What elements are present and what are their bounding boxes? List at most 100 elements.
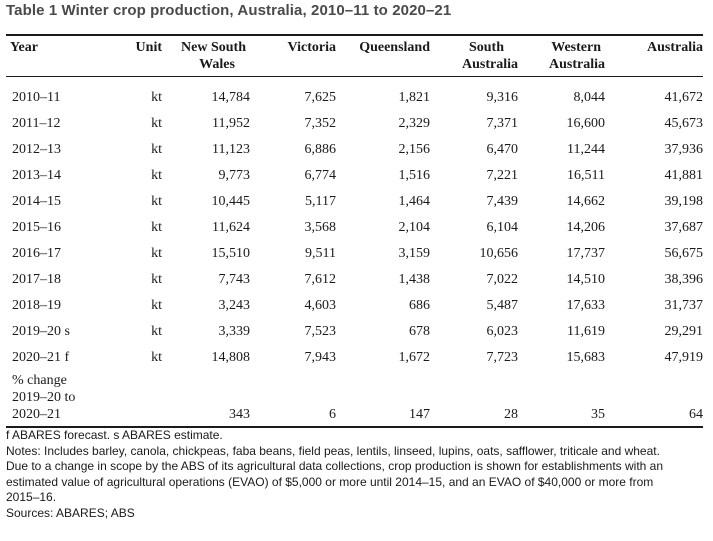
header-sa-line1: South (468, 40, 504, 55)
cell-wa: 15,683 (566, 350, 606, 365)
cell-sa: 7,723 (486, 350, 519, 365)
cell-aus: 39,198 (664, 194, 704, 209)
pct-wa: 35 (591, 407, 605, 422)
header-nsw-line1: New South (181, 40, 246, 55)
table-row: 2020–21 f kt 14,808 7,943 1,672 7,723 15,683 47… (6, 345, 703, 371)
cell-unit: kt (151, 90, 162, 105)
cell-aus: 41,881 (664, 168, 704, 183)
table-row: 2014–15 kt 10,445 5,117 1,464 7,439 14,662 39,1… (6, 189, 703, 215)
cell-year: 2011–12 (12, 116, 61, 131)
table-body: 2010–11 kt 14,784 7,625 1,821 9,316 8,044 41,67… (6, 77, 703, 424)
header-wa-line1: Western (551, 40, 601, 55)
cell-unit: kt (151, 142, 162, 157)
cell-qld: 2,104 (398, 220, 431, 235)
cell-vic: 7,625 (304, 90, 337, 105)
cell-nsw: 9,773 (218, 168, 251, 183)
cell-nsw: 3,243 (218, 298, 251, 313)
header-year: Year (10, 40, 38, 55)
table-row: 2011–12 kt 11,952 7,352 2,329 7,371 16,600 45,6… (6, 111, 703, 137)
pct-label-line2: 2019–20 to (12, 390, 76, 405)
table-title: Table 1 Winter crop production, Australi… (6, 2, 452, 19)
pct-aus: 64 (689, 407, 703, 422)
cell-aus: 47,919 (664, 350, 704, 365)
cell-wa: 14,206 (566, 220, 606, 235)
header-vic: Victoria (287, 40, 336, 55)
header-row: Year Unit New South Wales Victoria Queen… (6, 37, 703, 77)
pct-sa: 28 (504, 407, 518, 422)
note-scope-line1: Due to a change in scope by the ABS of i… (6, 459, 664, 474)
cell-wa: 16,511 (567, 168, 605, 183)
cell-sa: 10,656 (479, 246, 519, 261)
cell-qld: 1,821 (398, 90, 431, 105)
cell-unit: kt (151, 116, 162, 131)
pct-vic: 6 (329, 407, 336, 422)
cell-unit: kt (151, 298, 162, 313)
note-scope-line2: estimated value of agricultural operatio… (6, 474, 654, 489)
header-sa-line2: Australia (462, 57, 518, 72)
table-row: 2016–17 kt 15,510 9,511 3,159 10,656 17,737 56,… (6, 241, 703, 267)
cell-qld: 686 (409, 298, 430, 313)
cell-qld: 3,159 (398, 246, 431, 261)
cell-wa: 17,737 (566, 246, 606, 261)
table-row: 2018–19 kt 3,243 4,603 686 5,487 17,633 31,737 (6, 293, 703, 319)
cell-aus: 45,673 (664, 116, 704, 131)
cell-vic: 6,886 (304, 142, 337, 157)
cell-sa: 6,104 (486, 220, 519, 235)
header-sa: South Australia (430, 37, 518, 77)
header-wa: Western Australia (518, 37, 605, 77)
table-row: 2012–13 kt 11,123 6,886 2,156 6,470 11,244 37,9… (6, 137, 703, 163)
cell-aus: 37,936 (664, 142, 704, 157)
cell-sa: 7,439 (486, 194, 519, 209)
cell-wa: 11,244 (567, 142, 605, 157)
cell-unit: kt (151, 220, 162, 235)
note-scope-line3: 2015–16. (6, 490, 57, 505)
cell-vic: 7,612 (304, 272, 337, 287)
cell-qld: 1,672 (398, 350, 431, 365)
cell-aus: 37,687 (664, 220, 704, 235)
crop-production-table: Year Unit New South Wales Victoria Queen… (6, 37, 703, 424)
table-row: 2017–18 kt 7,743 7,612 1,438 7,022 14,510 38,39… (6, 267, 703, 293)
cell-vic: 7,943 (304, 350, 337, 365)
cell-nsw: 11,624 (212, 220, 250, 235)
cell-sa: 6,470 (486, 142, 519, 157)
cell-vic: 9,511 (305, 246, 336, 261)
cell-wa: 14,662 (566, 194, 606, 209)
cell-sa: 7,371 (486, 116, 519, 131)
cell-vic: 7,352 (304, 116, 337, 131)
header-wa-line2: Australia (549, 57, 605, 72)
cell-unit: kt (151, 324, 162, 339)
cell-year: 2018–19 (12, 298, 61, 313)
header-nsw-line2: Wales (199, 57, 235, 72)
header-rule (6, 76, 703, 77)
cell-nsw: 11,952 (212, 116, 250, 131)
cell-qld: 1,464 (398, 194, 431, 209)
cell-wa: 14,510 (566, 272, 606, 287)
pct-label-line1: % change (12, 373, 67, 388)
cell-year: 2019–20 s (12, 324, 70, 339)
table-row: 2010–11 kt 14,784 7,625 1,821 9,316 8,044 41,67… (6, 85, 703, 111)
cell-qld: 1,516 (398, 168, 431, 183)
top-rule (6, 34, 703, 36)
cell-wa: 17,633 (566, 298, 606, 313)
table-notes: f ABARES forecast. s ABARES estimate. No… (6, 428, 706, 522)
note-includes: Notes: Includes barley, canola, chickpea… (6, 443, 660, 458)
cell-unit: kt (151, 168, 162, 183)
header-nsw: New South Wales (162, 37, 250, 77)
cell-unit: kt (151, 194, 162, 209)
header-unit: Unit (135, 40, 162, 55)
cell-unit: kt (151, 246, 162, 261)
cell-year: 2017–18 (12, 272, 61, 287)
cell-unit: kt (151, 272, 162, 287)
pct-change-row: % change 2019–20 to 2020–21 343 6 147 28… (6, 371, 703, 424)
cell-nsw: 14,784 (211, 90, 251, 105)
note-forecast: f ABARES forecast. s ABARES estimate. (6, 428, 223, 442)
cell-wa: 8,044 (573, 90, 606, 105)
pct-change-label: % change 2019–20 to 2020–21 (6, 371, 94, 424)
cell-qld: 1,438 (398, 272, 431, 287)
table-row: 2015–16 kt 11,624 3,568 2,104 6,104 14,206 37,6… (6, 215, 703, 241)
cell-sa: 9,316 (486, 90, 519, 105)
cell-aus: 41,672 (664, 90, 704, 105)
cell-year: 2020–21 f (12, 350, 70, 365)
cell-sa: 5,487 (486, 298, 519, 313)
cell-nsw: 11,123 (212, 142, 250, 157)
